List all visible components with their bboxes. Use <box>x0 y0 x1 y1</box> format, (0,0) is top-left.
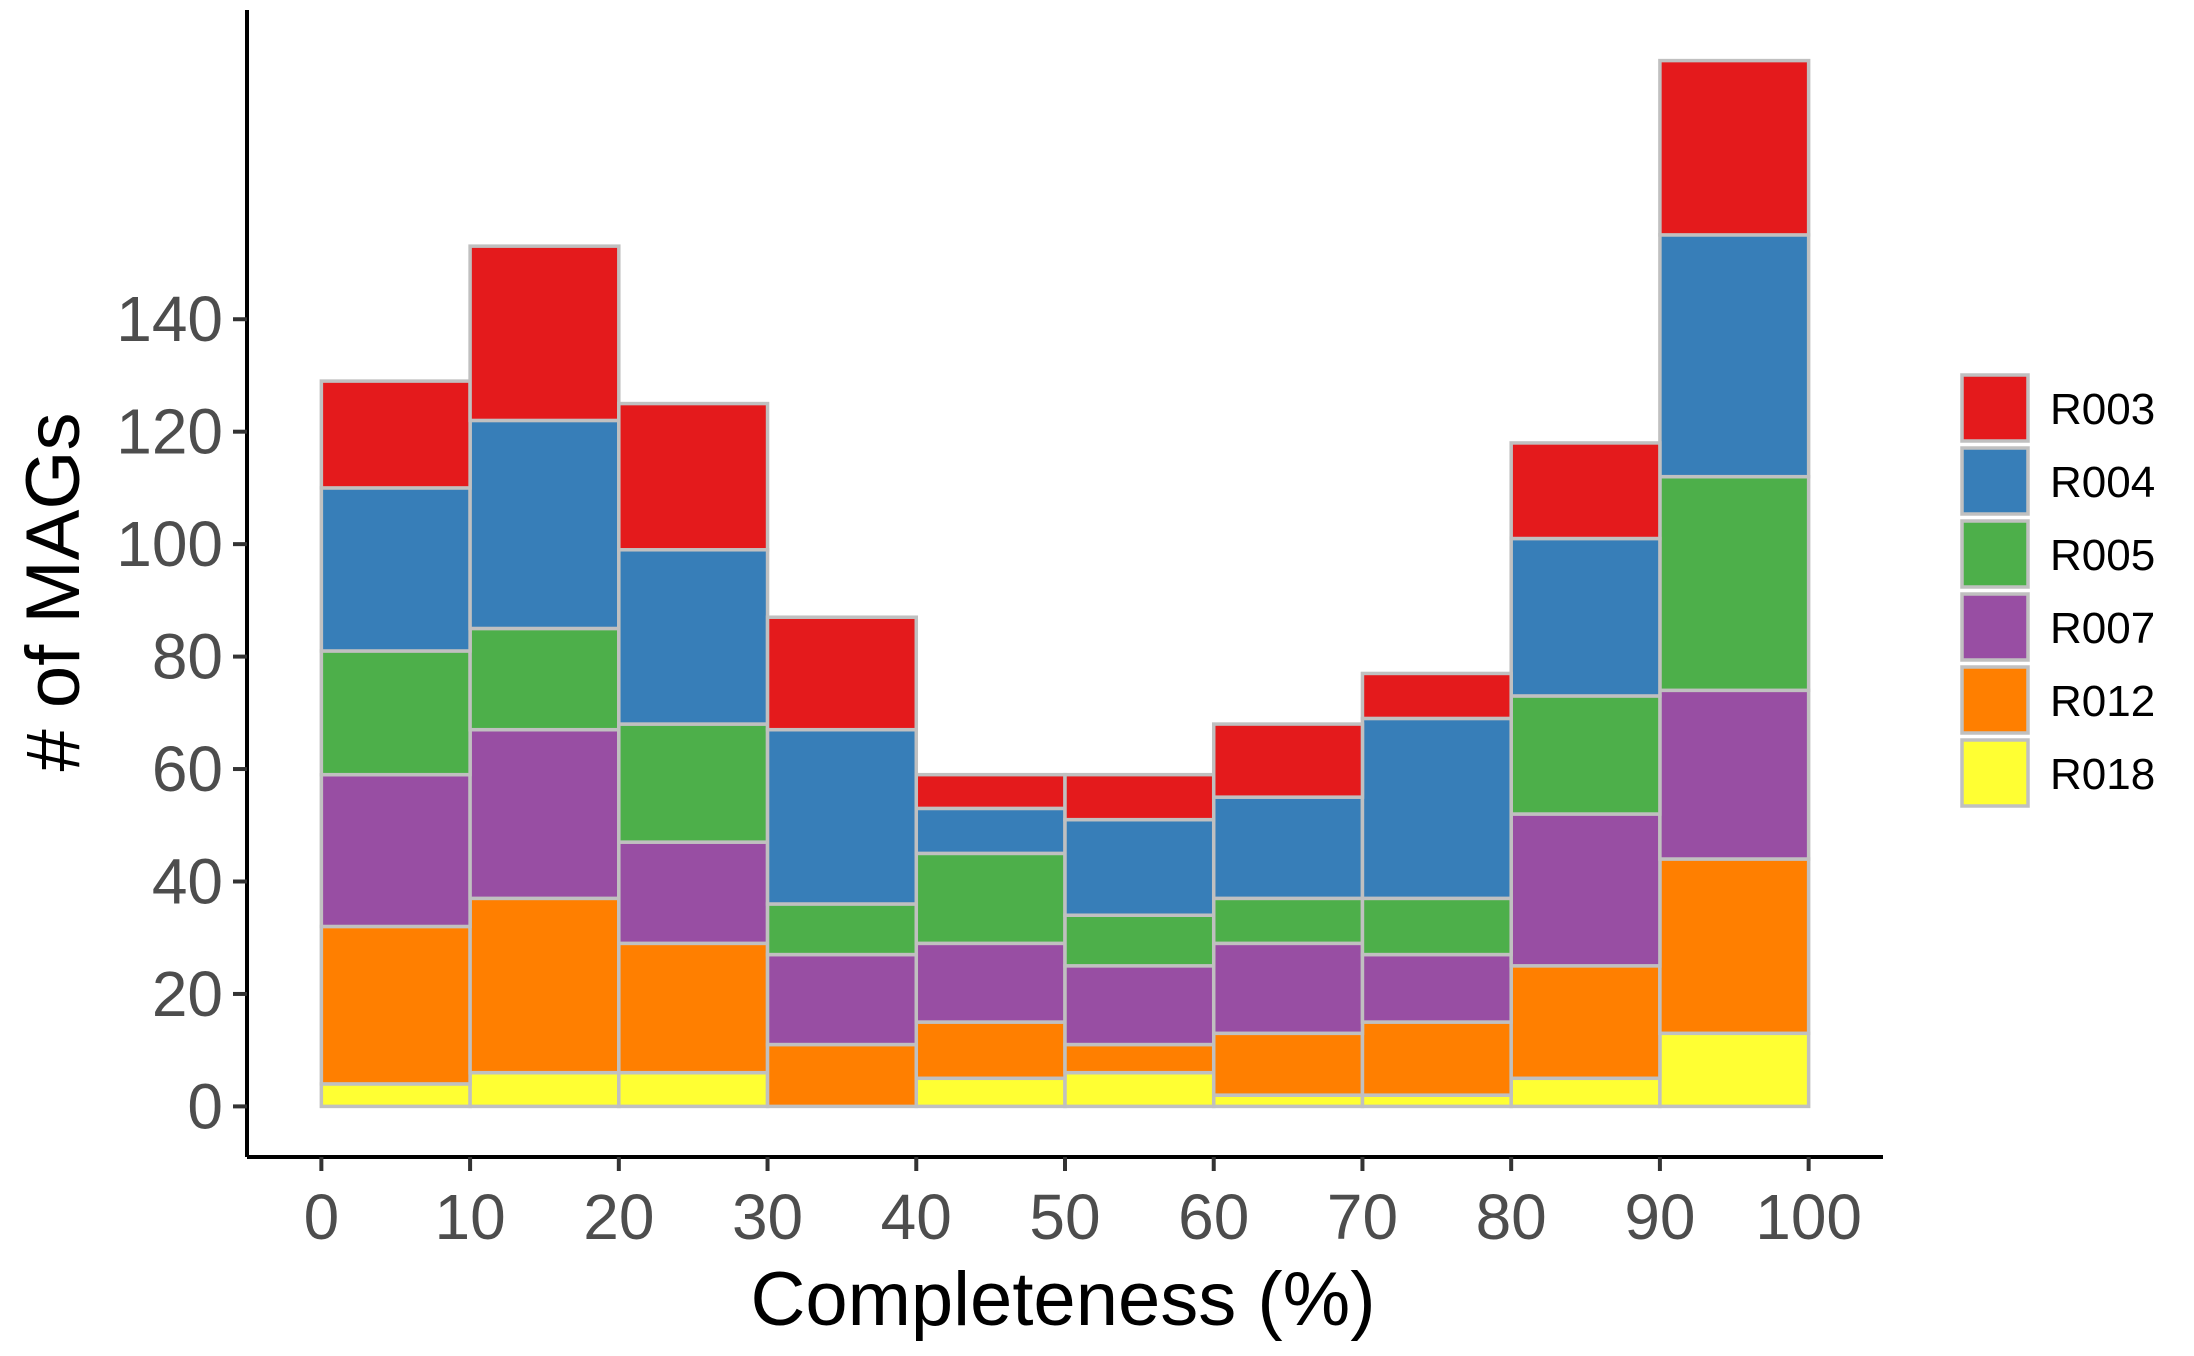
y-tick-label: 60 <box>152 733 223 805</box>
bar-segment-r018-bin-0 <box>319 1082 472 1109</box>
x-tick-label: 50 <box>1029 1181 1100 1253</box>
legend-key-r012 <box>1960 665 2030 735</box>
bar-segment-r012-bin-20 <box>617 941 770 1075</box>
x-tick-label: 100 <box>1755 1181 1862 1253</box>
y-tick-label: 0 <box>187 1070 223 1142</box>
legend-label-r003: R003 <box>2050 385 2155 434</box>
bar-segment-r005-bin-50 <box>1063 913 1216 968</box>
bar-segment-r018-bin-10 <box>468 1070 621 1109</box>
y-tick-label: 20 <box>152 958 223 1030</box>
bar-segment-r004-bin-60 <box>1211 795 1365 901</box>
bar-segment-r007-bin-70 <box>1360 952 1513 1024</box>
bar-segment-r007-bin-40 <box>914 941 1067 1024</box>
bar-segment-r004-bin-50 <box>1063 817 1216 917</box>
bar-segment-r007-bin-10 <box>468 727 621 901</box>
bar-segment-r005-bin-40 <box>914 851 1067 946</box>
x-tick-label: 0 <box>304 1181 340 1253</box>
bar-segment-r004-bin-90 <box>1658 233 1811 479</box>
bar-segment-r018-bin-90 <box>1658 1031 1811 1109</box>
bar-segment-r012-bin-70 <box>1360 1020 1513 1097</box>
bar-segment-r003-bin-10 <box>468 244 621 423</box>
legend-label-r018: R018 <box>2050 750 2155 799</box>
bar-segment-r012-bin-0 <box>319 924 472 1086</box>
bar-segment-r003-bin-0 <box>319 379 472 490</box>
legend-key-r005 <box>1960 519 2030 589</box>
bar-segment-r004-bin-10 <box>468 418 621 631</box>
bar-segment-r004-bin-80 <box>1509 536 1662 698</box>
legend-key-r004 <box>1960 446 2030 516</box>
bar-segment-r005-bin-30 <box>765 902 919 957</box>
bar-segment-r005-bin-80 <box>1509 694 1662 816</box>
bar-segment-r012-bin-40 <box>914 1020 1067 1081</box>
bars-layer <box>319 58 1811 1109</box>
x-ticks: 0 10 20 30 40 50 60 70 80 90 100 <box>304 1157 1862 1253</box>
bar-segment-r003-bin-30 <box>765 615 919 732</box>
bar-segment-r007-bin-0 <box>319 772 472 929</box>
bar-segment-r003-bin-40 <box>914 772 1067 811</box>
bar-segment-r004-bin-30 <box>765 727 919 906</box>
bar-segment-r018-bin-40 <box>914 1076 1067 1109</box>
y-tick-label: 140 <box>116 283 223 355</box>
bar-segment-r018-bin-80 <box>1509 1076 1662 1109</box>
bar-segment-r005-bin-90 <box>1658 474 1811 693</box>
legend: R003 R004 R005 R007 R012 R018 <box>1960 373 2155 808</box>
bar-segment-r012-bin-60 <box>1211 1031 1365 1097</box>
bar-segment-r005-bin-60 <box>1211 896 1365 946</box>
legend-key-r007 <box>1960 592 2030 662</box>
bar-segment-r007-bin-20 <box>617 840 770 946</box>
y-ticks: 0 20 40 60 80 100 120 140 <box>116 283 247 1142</box>
bar-segment-r003-bin-20 <box>617 401 770 552</box>
legend-label-r012: R012 <box>2050 677 2155 726</box>
x-tick-label: 40 <box>881 1181 952 1253</box>
bar-segment-r007-bin-30 <box>765 952 919 1047</box>
bar-segment-r003-bin-90 <box>1658 58 1811 237</box>
bar-segment-r007-bin-90 <box>1658 688 1811 861</box>
y-tick-label: 80 <box>152 621 223 693</box>
legend-label-r004: R004 <box>2050 458 2155 507</box>
x-tick-label: 80 <box>1476 1181 1547 1253</box>
bar-segment-r012-bin-90 <box>1658 857 1811 1036</box>
bar-segment-r012-bin-30 <box>765 1042 919 1109</box>
y-tick-label: 120 <box>116 396 223 468</box>
x-axis-title: Completeness (%) <box>750 1257 1375 1342</box>
x-tick-label: 10 <box>434 1181 505 1253</box>
bar-segment-r003-bin-80 <box>1509 441 1662 541</box>
bar-segment-r004-bin-0 <box>319 486 472 653</box>
legend-key-r018 <box>1960 738 2030 808</box>
x-tick-label: 30 <box>732 1181 803 1253</box>
bar-segment-r007-bin-60 <box>1211 941 1365 1036</box>
bar-segment-r012-bin-50 <box>1063 1042 1216 1075</box>
x-tick-label: 20 <box>583 1181 654 1253</box>
bar-segment-r003-bin-50 <box>1063 772 1216 822</box>
bar-segment-r018-bin-50 <box>1063 1070 1216 1109</box>
x-tick-label: 70 <box>1327 1181 1398 1253</box>
bar-segment-r004-bin-70 <box>1360 716 1513 901</box>
bar-segment-r012-bin-10 <box>468 896 621 1075</box>
x-tick-label: 90 <box>1624 1181 1695 1253</box>
bar-segment-r005-bin-20 <box>617 722 770 844</box>
bar-segment-r007-bin-50 <box>1063 964 1216 1047</box>
bar-segment-r005-bin-10 <box>468 626 621 732</box>
bar-segment-r003-bin-70 <box>1360 671 1513 721</box>
bar-segment-r012-bin-80 <box>1509 964 1662 1081</box>
bar-segment-r007-bin-80 <box>1509 812 1662 968</box>
bar-segment-r005-bin-0 <box>319 649 472 777</box>
legend-key-r003 <box>1960 373 2030 443</box>
legend-label-r005: R005 <box>2050 531 2155 580</box>
bar-segment-r018-bin-20 <box>617 1070 770 1109</box>
legend-label-r007: R007 <box>2050 604 2155 653</box>
bar-segment-r005-bin-70 <box>1360 896 1513 957</box>
x-tick-label: 60 <box>1178 1181 1249 1253</box>
bar-segment-r004-bin-40 <box>914 806 1067 856</box>
y-tick-label: 40 <box>152 845 223 917</box>
bar-segment-r003-bin-60 <box>1211 722 1365 799</box>
y-axis-title: # of MAGs <box>11 413 96 772</box>
y-tick-label: 100 <box>116 508 223 580</box>
bar-segment-r004-bin-20 <box>617 548 770 726</box>
